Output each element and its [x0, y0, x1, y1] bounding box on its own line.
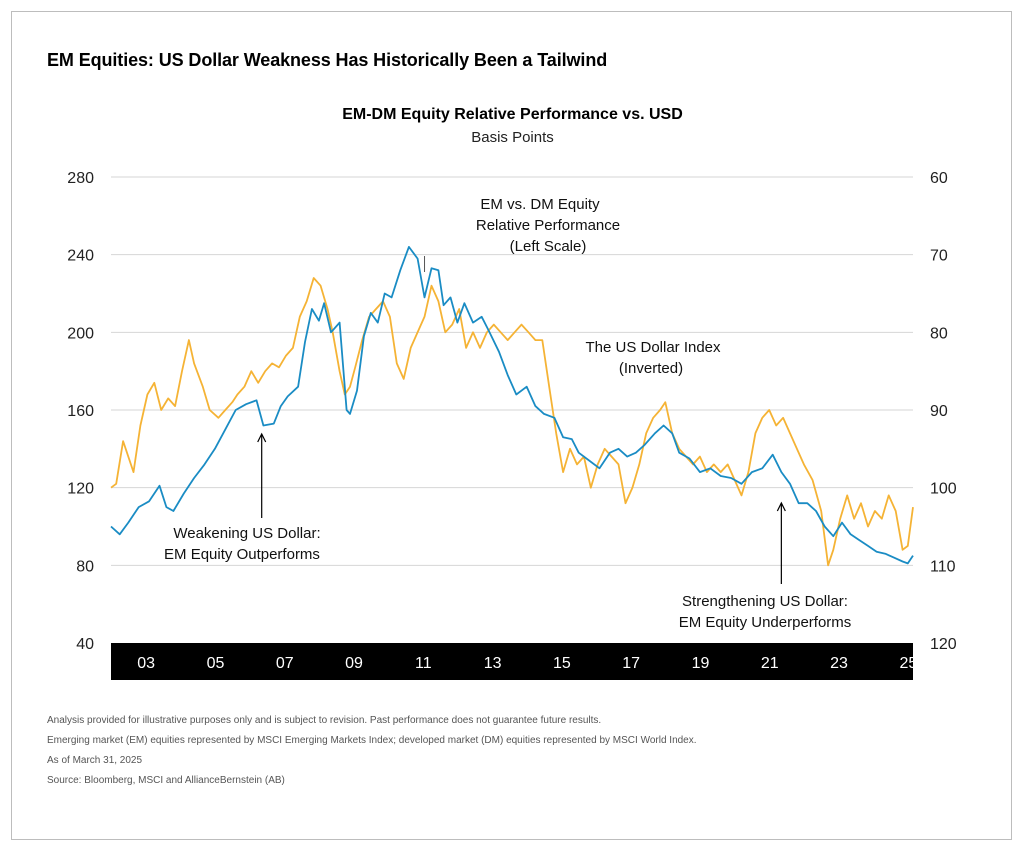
- left-axis-tick-label: 120: [67, 481, 94, 498]
- footnote-index-definitions: Emerging market (EM) equities represente…: [47, 735, 697, 746]
- x-axis-tick-label: 09: [345, 655, 363, 672]
- right-axis-tick-label: 80: [930, 325, 948, 342]
- annotation-usd-line-1: The US Dollar Index: [585, 339, 721, 356]
- chart-svg: 40 80 120 160 200 240 280 120 110 100 90 80 70 60 03…: [67, 170, 957, 680]
- right-axis-tick-label: 100: [930, 481, 957, 498]
- annotation-em-dm-line-3: (Left Scale): [510, 238, 587, 255]
- annotation-weakening-line-1: Weakening US Dollar:: [173, 525, 320, 542]
- series-line-usd: [110, 277, 914, 567]
- left-axis-tick-label: 280: [67, 170, 94, 187]
- x-axis-tick-label: 03: [137, 655, 155, 672]
- left-axis-tick-label: 200: [67, 325, 94, 342]
- chart-title: EM-DM Equity Relative Performance vs. US…: [342, 106, 683, 123]
- right-axis-tick-label: 120: [930, 636, 957, 653]
- footnotes: Analysis provided for illustrative purpo…: [47, 711, 697, 791]
- x-axis-tick-label: 13: [484, 655, 502, 672]
- x-axis-tick-label: 23: [830, 655, 848, 672]
- right-axis-tick-label: 90: [930, 403, 948, 420]
- annotation-strengthening-line-2: EM Equity Underperforms: [679, 614, 852, 631]
- x-axis-tick-label: 25: [899, 655, 917, 672]
- x-axis-tick-label: 17: [622, 655, 640, 672]
- left-axis-tick-label: 160: [67, 403, 94, 420]
- annotations: EM vs. DM Equity Relative Performance (L…: [164, 196, 851, 631]
- x-axis-tick-label: 11: [415, 655, 432, 672]
- right-axis: 120 110 100 90 80 70 60: [930, 170, 957, 653]
- footnote-as-of-date: As of March 31, 2025: [47, 755, 143, 766]
- x-axis-tick-label: 21: [761, 655, 779, 672]
- right-axis-tick-label: 60: [930, 170, 948, 187]
- figure-frame: [11, 11, 1012, 840]
- annotation-strengthening-line-1: Strengthening US Dollar:: [682, 593, 848, 610]
- footnote-source: Source: Bloomberg, MSCI and AllianceBern…: [47, 775, 285, 786]
- annotation-strengthening-arrow-head: [776, 501, 786, 512]
- headline: EM Equities: US Dollar Weakness Has Hist…: [47, 50, 608, 70]
- series-line-em-dm: [110, 246, 914, 565]
- annotation-weakening-line-2: EM Equity Outperforms: [164, 546, 320, 563]
- x-axis-tick-label: 19: [692, 655, 710, 672]
- left-axis-tick-label: 40: [76, 636, 94, 653]
- annotation-em-dm-line-1: EM vs. DM Equity: [480, 196, 600, 213]
- right-axis-tick-label: 70: [930, 248, 948, 265]
- annotation-weakening-arrow-head: [257, 432, 267, 443]
- left-axis-tick-label: 80: [76, 558, 94, 575]
- chart-subtitle: Basis Points: [471, 129, 554, 146]
- annotation-em-dm-line-2: Relative Performance: [476, 217, 620, 234]
- footnote-disclaimer: Analysis provided for illustrative purpo…: [47, 715, 602, 726]
- left-axis: 40 80 120 160 200 240 280: [67, 170, 94, 653]
- x-axis-tick-label: 05: [207, 655, 225, 672]
- left-axis-tick-label: 240: [67, 248, 94, 265]
- x-axis: 03 05 07 09 11 13 15 17 19 21 23 25: [137, 655, 917, 672]
- annotation-usd-line-2: (Inverted): [619, 360, 683, 377]
- x-axis-tick-label: 07: [276, 655, 294, 672]
- series-group: [110, 246, 914, 567]
- x-axis-tick-label: 15: [553, 655, 571, 672]
- x-axis-band: [111, 643, 913, 680]
- gridlines: [111, 176, 913, 566]
- right-axis-tick-label: 110: [930, 558, 956, 575]
